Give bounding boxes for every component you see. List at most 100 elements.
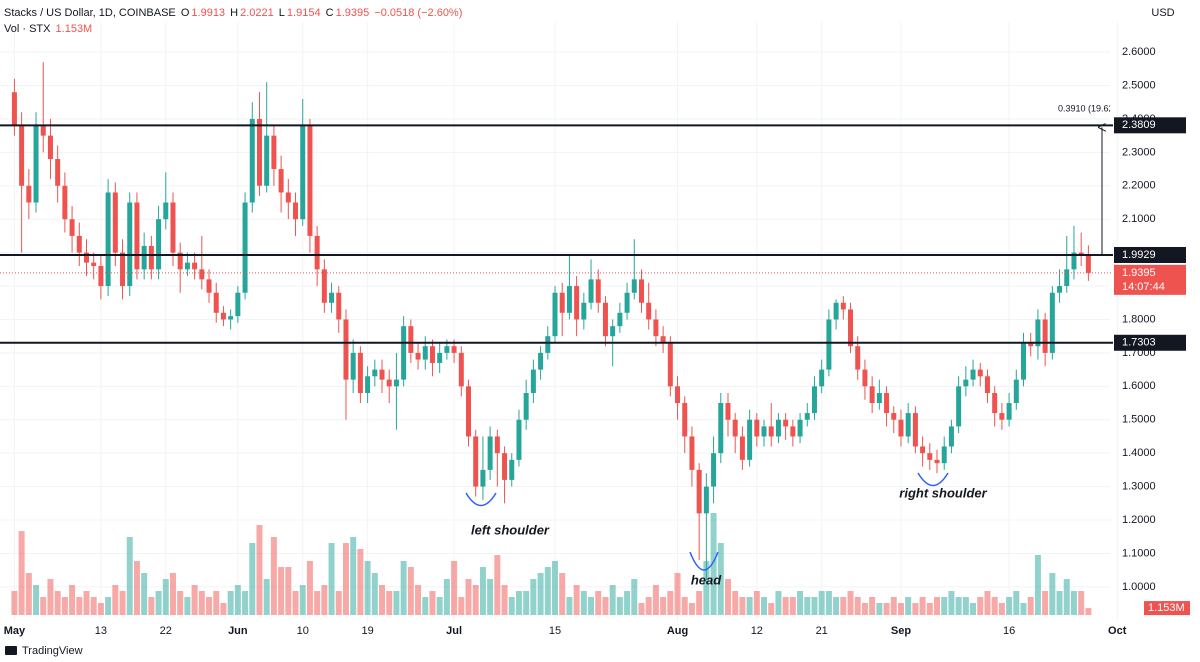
- level-label: 1.7303: [1122, 337, 1156, 349]
- volume-bar: [508, 597, 515, 615]
- volume-bar: [674, 573, 681, 615]
- volume-bar: [544, 567, 551, 615]
- currency: USD: [1151, 7, 1174, 19]
- volume-bar: [148, 597, 155, 615]
- volume-bar: [400, 561, 407, 615]
- candle-body: [992, 393, 998, 414]
- candle-body: [26, 185, 32, 203]
- volume-bar: [451, 561, 458, 615]
- volume-bar: [573, 585, 580, 615]
- volume-bar: [61, 597, 68, 615]
- candle-body: [538, 352, 544, 370]
- candle-body: [675, 386, 681, 404]
- x-tick-label: May: [4, 625, 26, 637]
- candle-body: [682, 403, 688, 437]
- candle-body: [703, 486, 709, 514]
- candle-body: [977, 369, 983, 377]
- volume-bar: [314, 591, 321, 615]
- x-tick-label: 13: [95, 625, 107, 637]
- candle-body: [148, 245, 154, 270]
- volume-bar: [811, 597, 818, 615]
- candle-body: [927, 453, 933, 460]
- volume-bar: [97, 603, 104, 615]
- volume-bar: [306, 561, 313, 615]
- y-tick-label: 1.8000: [1122, 313, 1156, 325]
- candle-body: [804, 413, 810, 420]
- candle-body: [415, 352, 421, 360]
- candle-body: [1035, 319, 1041, 347]
- candle-body: [559, 292, 565, 313]
- candle-body: [177, 252, 183, 270]
- candle-body: [502, 453, 508, 480]
- candle-body: [941, 446, 947, 464]
- volume-bar: [479, 567, 486, 615]
- candle-body: [336, 292, 342, 320]
- volume-bar: [487, 579, 494, 615]
- y-tick-label: 1.0000: [1122, 581, 1156, 593]
- measure-label: 0.3910 (19.62%) 3,910: [1058, 104, 1150, 114]
- volume-bar: [1027, 597, 1034, 615]
- candle-body: [112, 192, 118, 253]
- volume-bar: [465, 579, 472, 615]
- volume-row: Vol · STX 1.153M: [4, 21, 464, 37]
- price-axis: 1.0000 1.1000 1.2000 1.3000 1.4000 1.5000 1.60…: [4, 46, 1190, 637]
- candle-body: [141, 245, 147, 270]
- candle-body: [754, 419, 760, 437]
- volume-title: Vol · STX: [4, 23, 51, 35]
- level-label-box: [1114, 117, 1186, 134]
- candle-body: [761, 426, 767, 437]
- candle-body: [213, 292, 219, 313]
- volume-bar: [991, 597, 998, 615]
- candle-body: [386, 379, 392, 387]
- volume-bar: [652, 585, 659, 615]
- volume-bar: [833, 597, 840, 615]
- candle-body: [905, 413, 911, 437]
- volume-bar: [688, 603, 695, 615]
- candle-body: [329, 292, 335, 303]
- candle-body: [552, 292, 558, 337]
- x-tick-label: Jun: [228, 625, 248, 637]
- volume-bar: [422, 597, 429, 615]
- candle-body: [429, 346, 435, 363]
- x-tick-label: Oct: [1108, 625, 1127, 637]
- volume-bar: [897, 603, 904, 615]
- volume-bar: [523, 591, 530, 615]
- y-tick-label: 1.4000: [1122, 447, 1156, 459]
- volume-label: 1.153M: [1148, 602, 1185, 614]
- volume-bar: [804, 597, 811, 615]
- volume-bar: [739, 597, 746, 615]
- volume-bar: [90, 597, 97, 615]
- volume-bar: [1056, 591, 1063, 615]
- volume-bar: [580, 591, 587, 615]
- volume-bar: [371, 573, 378, 615]
- candle-body: [574, 286, 580, 320]
- volume-bar: [732, 591, 739, 615]
- volume-bar: [54, 591, 61, 615]
- volume-bar: [263, 579, 270, 615]
- volume-bar: [602, 597, 609, 615]
- candle-body: [718, 403, 724, 454]
- candle-body: [393, 379, 399, 387]
- volume-bar: [948, 591, 955, 615]
- pattern-annotation: head: [691, 572, 722, 587]
- candle-body: [156, 219, 162, 270]
- candle-body: [581, 302, 587, 320]
- candle-body: [819, 369, 825, 387]
- candle-body: [912, 413, 918, 447]
- volume-bar: [515, 591, 522, 615]
- y-tick-label: 1.6000: [1122, 380, 1156, 392]
- volume-bar: [220, 603, 227, 615]
- candle-body: [163, 202, 169, 220]
- volume-bar: [1049, 573, 1056, 615]
- candle-body: [300, 125, 306, 220]
- candle-body: [1013, 379, 1019, 404]
- candle-body: [617, 312, 623, 327]
- candle-body: [451, 346, 457, 353]
- logo: TradingView: [5, 645, 83, 657]
- candle-body: [732, 419, 738, 437]
- volume-bar: [761, 597, 768, 615]
- volume-bar: [869, 597, 876, 615]
- volume-bar: [616, 597, 623, 615]
- candle-body: [184, 262, 190, 270]
- candle-body: [235, 292, 241, 317]
